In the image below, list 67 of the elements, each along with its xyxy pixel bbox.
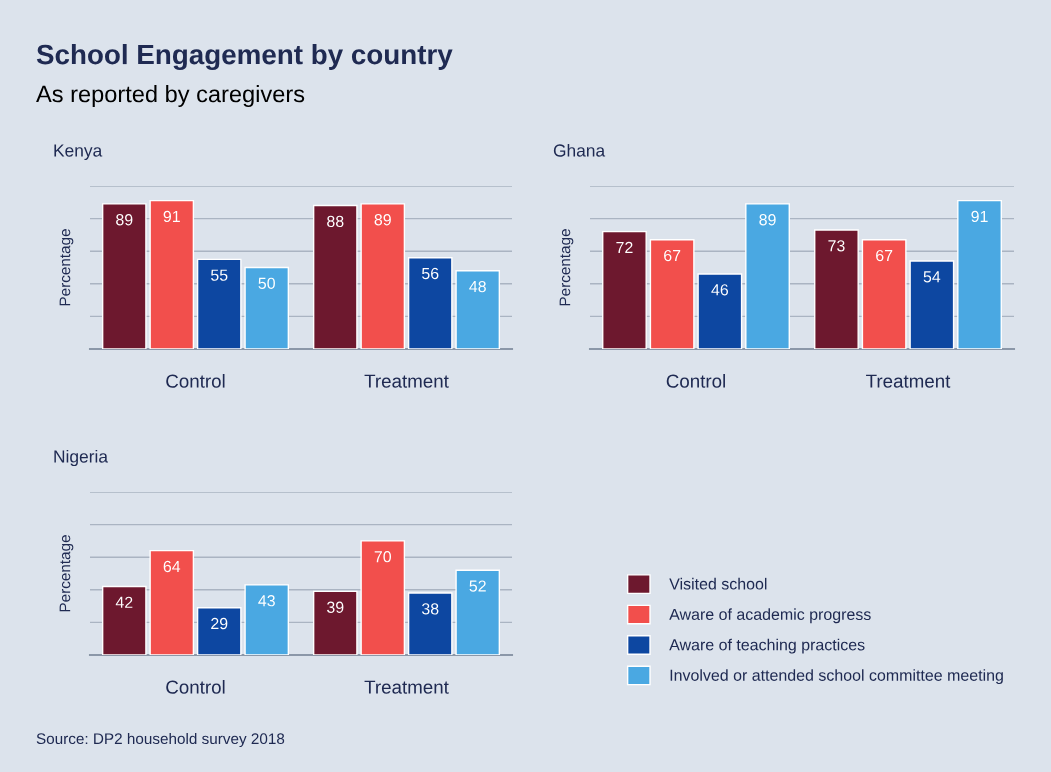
bar xyxy=(196,258,242,349)
legend-label: Aware of academic progress xyxy=(669,608,871,624)
x-tick-label: Control xyxy=(666,374,725,388)
data-label: 29 xyxy=(211,617,228,630)
legend-label: Aware of teaching practices xyxy=(669,638,865,654)
y-axis-title: Percentage xyxy=(59,229,74,306)
chart-title: Kenya xyxy=(54,144,103,161)
data-label: 89 xyxy=(374,214,391,226)
bar xyxy=(101,585,147,655)
x-tick-label: Treatment xyxy=(866,374,951,388)
bar xyxy=(312,204,358,349)
data-label: 91 xyxy=(971,210,988,223)
data-label: 67 xyxy=(664,249,681,262)
data-label: 48 xyxy=(469,280,486,293)
data-label: 56 xyxy=(421,267,439,280)
data-label: 91 xyxy=(163,210,180,223)
bar xyxy=(196,607,242,655)
x-tick-label: Control xyxy=(166,680,225,694)
bar xyxy=(861,239,907,349)
data-label: 39 xyxy=(327,601,344,613)
data-label: 70 xyxy=(374,551,392,563)
legend-label: Involved or attended school committee meeting xyxy=(670,669,1003,685)
data-label: 52 xyxy=(469,580,486,592)
data-label: 89 xyxy=(116,214,133,226)
bar xyxy=(244,266,290,349)
bar xyxy=(697,273,743,349)
bar xyxy=(455,569,501,655)
bar xyxy=(745,203,790,349)
bar xyxy=(407,257,453,349)
bar xyxy=(360,203,406,349)
bar xyxy=(101,203,147,349)
text: As reported by caregivers xyxy=(36,85,305,107)
data-label: 72 xyxy=(616,241,633,253)
bar xyxy=(957,199,1002,349)
legend-label: Visited school xyxy=(669,577,767,590)
data-label: 46 xyxy=(711,284,729,296)
data-label: 54 xyxy=(923,271,941,283)
bar xyxy=(149,549,195,655)
y-axis-title: Percentage xyxy=(559,229,574,306)
bar xyxy=(814,229,859,349)
x-tick-label: Control xyxy=(166,374,225,388)
data-label: 88 xyxy=(327,215,344,228)
data-label: 55 xyxy=(210,269,228,281)
chart-title: Ghana xyxy=(553,143,606,157)
x-tick-label: Treatment xyxy=(364,680,449,694)
bar xyxy=(649,239,695,349)
text: School Engagement by country xyxy=(36,43,453,71)
chart-title: Nigeria xyxy=(54,449,108,467)
bar xyxy=(312,590,358,655)
bar xyxy=(244,584,290,655)
data-label: 89 xyxy=(759,214,776,226)
bar xyxy=(407,592,453,655)
data-label: 38 xyxy=(421,603,439,615)
x-tick-label: Treatment xyxy=(364,374,449,388)
data-label: 64 xyxy=(163,560,181,573)
data-label: 67 xyxy=(876,249,893,262)
y-axis-title: Percentage xyxy=(59,535,74,612)
data-label: 43 xyxy=(258,595,275,607)
bar xyxy=(149,199,195,349)
bar xyxy=(360,540,406,655)
bar xyxy=(909,260,955,349)
data-label: 73 xyxy=(828,240,845,252)
source-note: Source: DP2 household survey 2018 xyxy=(36,732,285,748)
data-label: 50 xyxy=(258,277,275,289)
bar xyxy=(455,270,501,349)
bar xyxy=(602,230,647,349)
data-label: 42 xyxy=(115,596,133,608)
